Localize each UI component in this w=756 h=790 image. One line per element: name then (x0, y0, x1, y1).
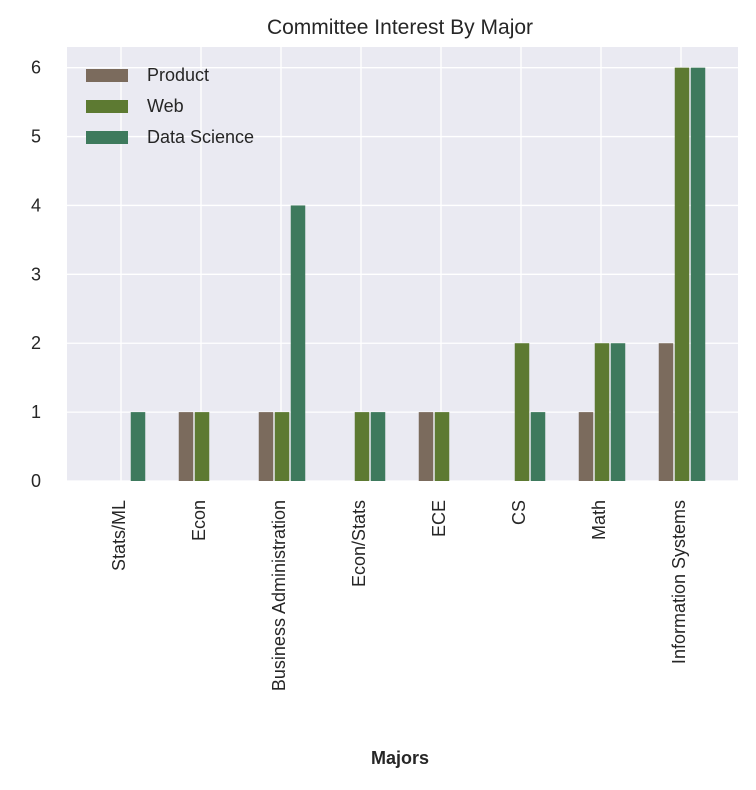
legend-label: Data Science (147, 127, 254, 147)
bar-product (578, 412, 594, 481)
x-tick-label: Econ (189, 500, 209, 541)
chart-title: Committee Interest By Major (267, 16, 533, 39)
bar-web (274, 412, 290, 481)
x-tick-label: Math (589, 500, 609, 540)
y-tick-label: 4 (31, 195, 41, 215)
y-tick-label: 3 (31, 264, 41, 284)
bar-data-science (290, 205, 306, 481)
bar-product (178, 412, 194, 481)
legend-swatch (86, 100, 128, 113)
legend-label: Web (147, 96, 184, 116)
bar-product (418, 412, 434, 481)
legend-label: Product (147, 65, 209, 85)
y-tick-label: 6 (31, 58, 41, 78)
bar-data-science (370, 412, 386, 481)
x-tick-label: ECE (429, 500, 449, 537)
bar-data-science (610, 343, 626, 481)
y-tick-label: 2 (31, 333, 41, 353)
bars-group (130, 67, 706, 482)
bar-web (594, 343, 610, 481)
bar-web (514, 343, 530, 481)
x-tick-label: CS (509, 500, 529, 525)
bar-product (258, 412, 274, 481)
bar-web (354, 412, 370, 481)
plot-area (67, 47, 738, 481)
bar-web (434, 412, 450, 481)
legend: Product Web Data Science (86, 65, 254, 147)
y-axis-ticks: 0 1 2 3 4 5 6 (31, 58, 41, 491)
y-tick-label: 1 (31, 402, 41, 422)
x-axis-ticks: Stats/ML Econ Business Administration Econ/… (109, 500, 689, 691)
legend-swatch (86, 69, 128, 82)
bar-product (658, 343, 674, 481)
x-tick-label: Stats/ML (109, 500, 129, 571)
x-axis-label: Majors (371, 748, 429, 768)
bar-web (194, 412, 210, 481)
x-tick-label: Business Administration (269, 500, 289, 691)
x-tick-label: Econ/Stats (349, 500, 369, 587)
bar-data-science (130, 412, 146, 481)
y-tick-label: 0 (31, 471, 41, 491)
y-tick-label: 5 (31, 127, 41, 147)
legend-swatch (86, 131, 128, 144)
bar-web (674, 67, 690, 482)
bar-data-science (690, 67, 706, 482)
bar-data-science (530, 412, 546, 481)
x-tick-label: Information Systems (669, 500, 689, 664)
